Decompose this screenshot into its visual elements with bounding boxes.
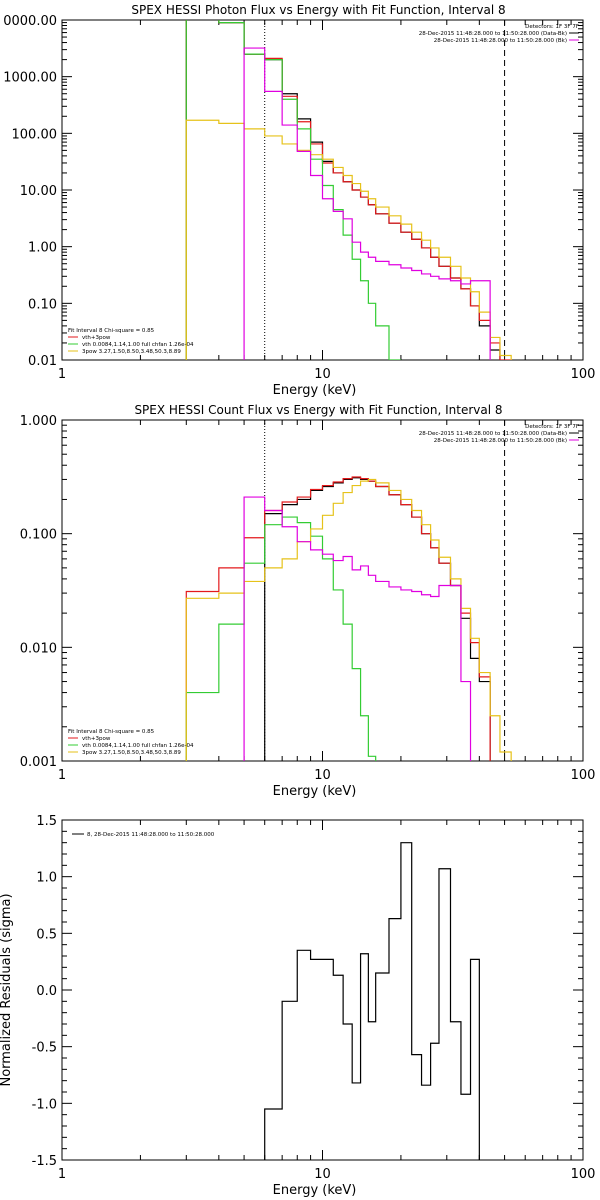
x-axis-label: Energy (keV): [273, 784, 357, 799]
panel-3: 1 10 100 Energy (keV) 1.5 1.0 0.5 0.0 -0.5 -1.0 -1…: [0, 814, 595, 1198]
x-tick-label: 10: [314, 1167, 331, 1182]
y-tick-label: 0.10: [28, 297, 57, 312]
legend-entry: 28-Dec-2015 11:48:28.000 to 11:50:28.000…: [434, 438, 567, 444]
y-tick-label: 0.100: [20, 528, 57, 543]
y-tick-label: 0.001: [20, 755, 57, 770]
y-tick-label: 1.00: [28, 241, 57, 256]
series-3pow: [185, 478, 512, 761]
legend-entry: Fit Interval 8 Chi-square = 0.85: [68, 729, 155, 735]
y-tick-label: 100.00: [12, 127, 58, 142]
x-tick-label: 10: [314, 367, 331, 382]
series-bk: [243, 47, 491, 360]
legend-entry: Detectors: 1F 3F 7F: [525, 424, 579, 430]
y-tick-label: 0000.00: [3, 14, 57, 29]
y-axis-label: Normalized Residuals (sigma): [0, 893, 14, 1086]
legend-entry: 3pow 3.27,1.50,8.50,3.48,50.3,8.89: [82, 750, 181, 756]
panel-1: SPEX HESSI Photon Flux vs Energy with Fi…: [3, 3, 595, 398]
legend-entry: 28-Dec-2015 11:48:28.000 to 11:50:28.000…: [419, 431, 567, 437]
chart-title: SPEX HESSI Count Flux vs Energy with Fit…: [134, 403, 502, 417]
x-tick-label: 100: [571, 768, 596, 783]
panel-2: SPEX HESSI Count Flux vs Energy with Fit…: [20, 403, 596, 799]
series-vth-3pow: [185, 476, 491, 761]
x-tick-label: 1: [58, 768, 66, 783]
x-tick-label: 100: [571, 367, 596, 382]
legend-entry: 3pow 3.27,1.50,8.50,3.48,50.3,8.89: [82, 349, 181, 355]
series-8-28-dec-2015-11-48-28-000-to-11-50-28-000: [264, 842, 480, 1160]
legend-entry: 8, 28-Dec-2015 11:48:28.000 to 11:50:28.…: [87, 832, 215, 838]
series-vth: [185, 516, 377, 761]
y-tick-label: -1.5: [32, 1154, 57, 1169]
y-tick-label: 0.5: [36, 927, 57, 942]
x-axis-label: Energy (keV): [273, 1183, 357, 1198]
series-data-bk: [264, 477, 491, 761]
series-3pow: [185, 119, 512, 360]
y-tick-label: -1.0: [32, 1097, 57, 1112]
y-tick-label: 1.5: [36, 814, 57, 829]
legend-entry: 28-Dec-2015 11:48:28.000 to 11:50:28.000…: [434, 38, 567, 44]
plot-frame: [61, 819, 584, 1161]
legend-entry: vth+3pow: [82, 736, 111, 742]
y-tick-label: 1.000: [20, 414, 57, 429]
x-tick-label: 1: [58, 1167, 66, 1182]
legend-entry: vth+3pow: [82, 335, 111, 341]
legend-entry: vth 0.0084,1.14,1.00 full chfan 1.26e-04: [82, 342, 194, 348]
legend-entry: 28-Dec-2015 11:48:28.000 to 11:50:28.000…: [419, 31, 567, 37]
y-tick-label: 1000.00: [3, 71, 57, 86]
series-vth: [185, 20, 401, 360]
legend-entry: Fit Interval 8 Chi-square = 0.85: [68, 328, 155, 334]
x-axis-label: Energy (keV): [273, 383, 357, 398]
legend-entry: vth 0.0084,1.14,1.00 full chfan 1.26e-04: [82, 743, 194, 749]
y-tick-label: 1.0: [36, 871, 57, 886]
series-bk: [243, 496, 472, 761]
chart-title: SPEX HESSI Photon Flux vs Energy with Fi…: [131, 3, 505, 17]
y-tick-label: 0.0: [36, 984, 57, 999]
series-vth-3pow: [185, 20, 512, 360]
y-tick-label: 10.00: [20, 184, 57, 199]
y-tick-label: 0.010: [20, 641, 57, 656]
x-tick-label: 10: [314, 768, 331, 783]
series-data-bk: [185, 20, 501, 360]
x-tick-label: 100: [571, 1167, 596, 1182]
y-tick-label: 0.01: [28, 354, 57, 369]
y-tick-label: -0.5: [32, 1041, 57, 1056]
x-tick-label: 1: [58, 367, 66, 382]
legend-entry: Detectors: 1F 3F 7F: [525, 24, 579, 30]
